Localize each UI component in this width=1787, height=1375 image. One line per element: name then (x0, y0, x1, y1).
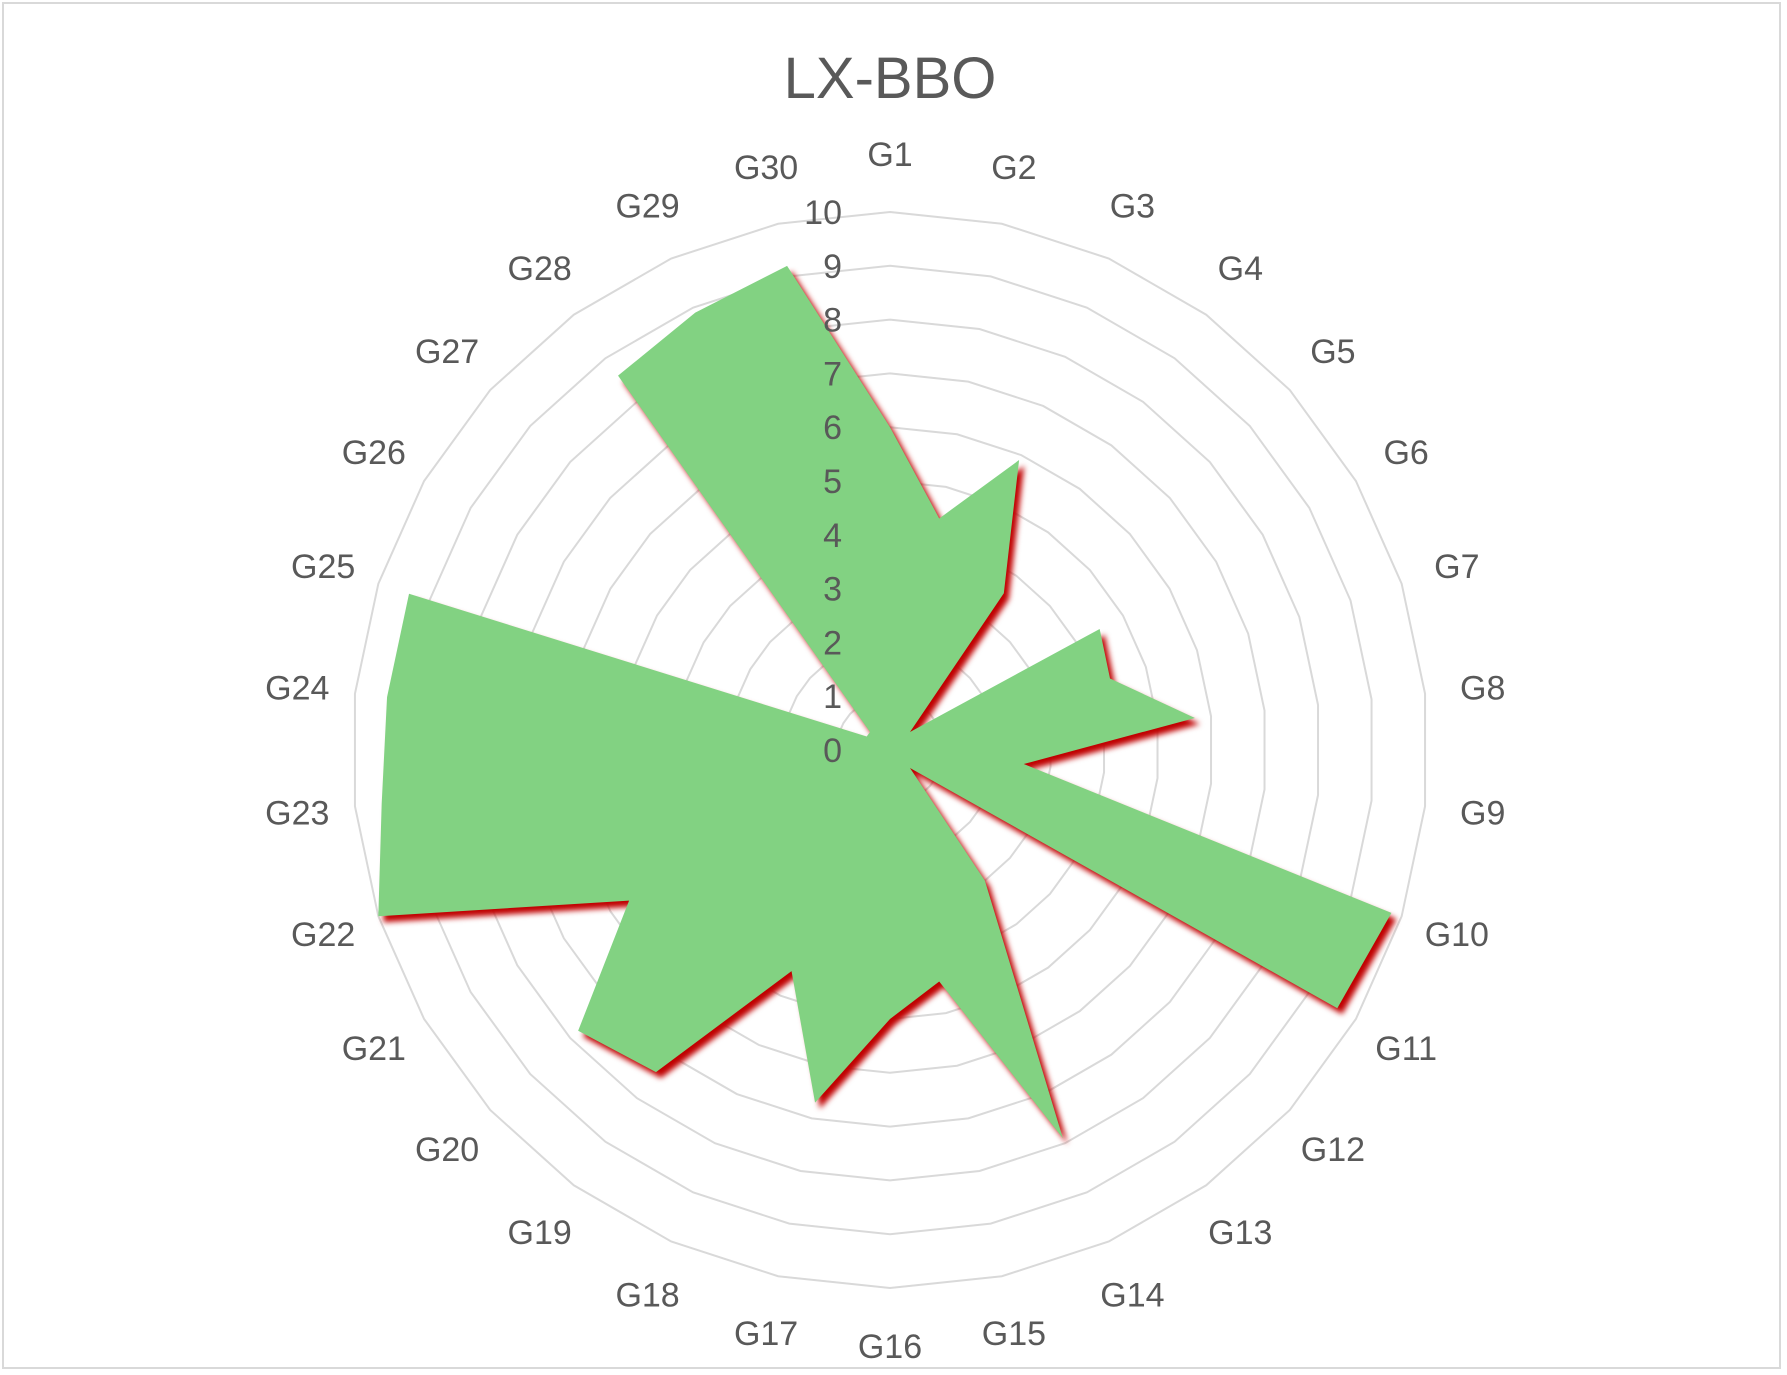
grid-ring-10 (353, 210, 1427, 1290)
category-label-G11: G11 (1375, 1030, 1437, 1068)
category-label-G16: G16 (858, 1328, 922, 1366)
category-label-G4: G4 (1218, 250, 1263, 288)
tick-label-2: 2 (823, 624, 842, 662)
tick-label-3: 3 (823, 571, 842, 609)
category-label-G8: G8 (1460, 670, 1505, 708)
category-label-G18: G18 (615, 1276, 679, 1314)
category-label-G13: G13 (1208, 1214, 1272, 1252)
category-label-G25: G25 (291, 548, 355, 586)
tick-label-10: 10 (804, 194, 842, 232)
category-label-G20: G20 (415, 1131, 479, 1169)
category-label-G29: G29 (615, 188, 679, 226)
category-label-G2: G2 (991, 149, 1036, 187)
category-label-G23: G23 (265, 794, 329, 832)
category-label-G6: G6 (1383, 434, 1428, 472)
category-label-G17: G17 (734, 1315, 798, 1353)
category-label-G5: G5 (1310, 333, 1355, 371)
category-label-G7: G7 (1434, 548, 1479, 586)
category-label-G15: G15 (982, 1315, 1046, 1353)
category-label-G28: G28 (508, 250, 572, 288)
category-label-G1: G1 (867, 136, 912, 174)
category-label-G10: G10 (1425, 916, 1489, 954)
category-label-G21: G21 (342, 1030, 406, 1068)
chart-title: LX-BBO (784, 46, 997, 111)
category-label-G9: G9 (1460, 794, 1505, 832)
series-area-polygon (378, 265, 1392, 1139)
category-label-G3: G3 (1110, 188, 1155, 226)
grid-ring-8 (460, 318, 1320, 1182)
category-labels: G1 G2 G3 G4 G5 G6 G7 G8 G9 G10 G11 G12 G13 G14 G15 G16 G… (265, 136, 1505, 1366)
tick-label-9: 9 (823, 248, 842, 286)
grid-ring-6 (567, 426, 1213, 1074)
tick-label-8: 8 (823, 302, 842, 340)
tick-label-4: 4 (823, 517, 842, 555)
radial-tick-labels: 0 1 2 3 4 5 6 7 8 9 10 (804, 194, 842, 770)
category-label-G26: G26 (342, 434, 406, 472)
tick-label-6: 6 (823, 409, 842, 447)
category-label-G19: G19 (508, 1214, 572, 1252)
tick-label-0: 0 (823, 732, 842, 770)
grid-layer (353, 210, 1427, 1290)
grid-ring-7 (514, 372, 1266, 1128)
category-label-G12: G12 (1301, 1131, 1365, 1169)
tick-label-5: 5 (823, 463, 842, 501)
tick-label-1: 1 (823, 678, 842, 716)
series-layer (378, 265, 1392, 1139)
category-label-G22: G22 (291, 916, 355, 954)
category-label-G24: G24 (265, 670, 329, 708)
category-label-G27: G27 (415, 333, 479, 371)
category-label-G14: G14 (1100, 1276, 1164, 1314)
category-label-G30: G30 (734, 149, 798, 187)
grid-ring-9 (407, 264, 1373, 1236)
tick-label-7: 7 (823, 355, 842, 393)
